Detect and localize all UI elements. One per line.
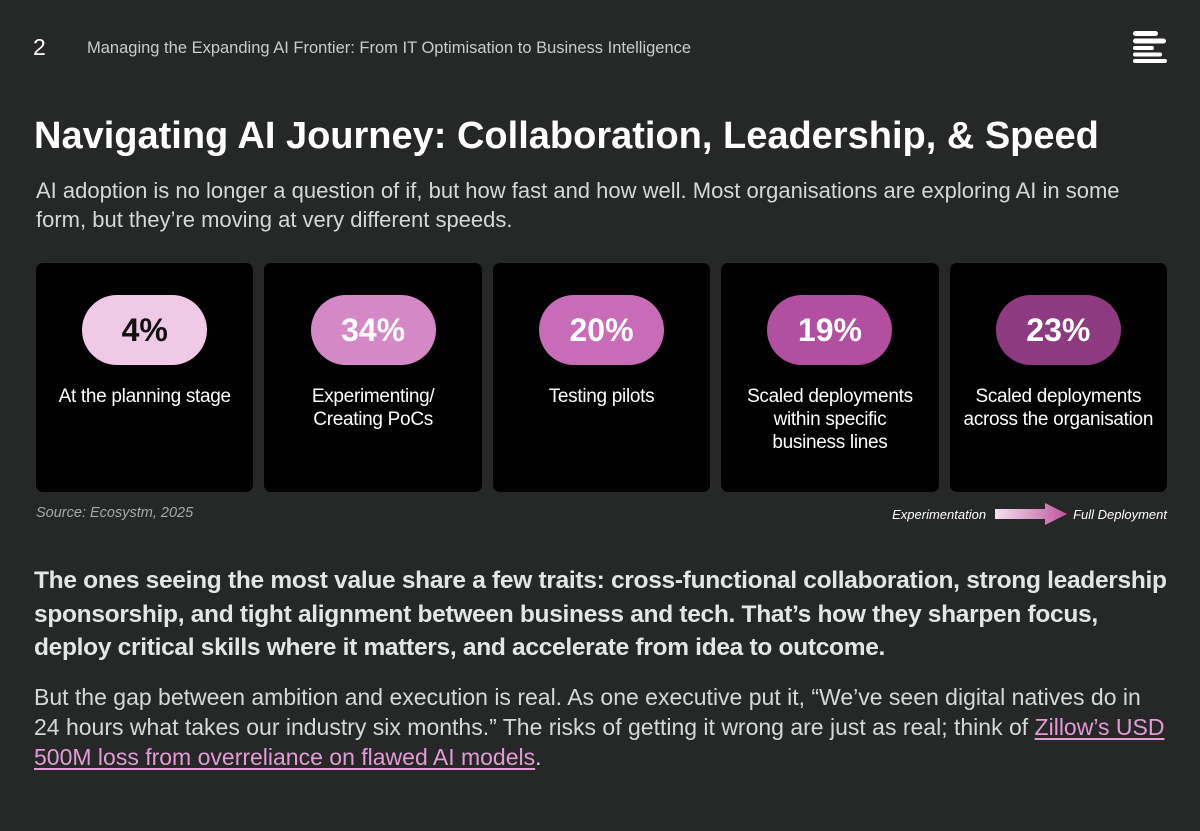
stage-percent-pill: 23% <box>995 295 1121 365</box>
page-number: 2 <box>33 34 46 60</box>
closing-paragraph: But the gap between ambition and executi… <box>34 682 1169 772</box>
key-traits-paragraph: The ones seeing the most value share a f… <box>34 567 1167 661</box>
deployment-scale: Experimentation Full Deployment <box>892 503 1167 525</box>
stage-label: Experimenting/ Creating PoCs <box>311 386 435 430</box>
stage-card-testing: 20% Testing pilots <box>492 263 711 492</box>
stage-percent-pill: 34% <box>310 295 436 365</box>
intro-paragraph: AI adoption is no longer a question of i… <box>36 178 1120 232</box>
page-heading: Navigating AI Journey: Collaboration, Le… <box>34 115 1099 157</box>
stacked-bars-logo-icon <box>1133 31 1167 63</box>
stage-percent-pill: 19% <box>767 295 893 365</box>
scale-end-label: Full Deployment <box>1073 506 1167 522</box>
stage-label: Scaled deployments within specific busin… <box>747 386 913 453</box>
stage-label: Scaled deployments across the organisati… <box>963 386 1154 430</box>
source-note: Source: Ecosystm, 2025 <box>36 505 194 521</box>
stage-card-experimenting: 34% Experimenting/ Creating PoCs <box>264 263 482 492</box>
stage-card-scaled-organisation: 23% Scaled deployments across the organi… <box>949 263 1168 492</box>
stage-percent-pill: 20% <box>539 295 665 365</box>
zillow-loss-link[interactable]: Zillow’s USD 500M loss from overreliance… <box>34 714 1165 770</box>
adoption-stage-cards: 4% At the planning stage 34% Experimenti… <box>36 263 1168 492</box>
stage-percent-pill: 4% <box>82 295 208 365</box>
gradient-arrow-icon <box>995 503 1068 525</box>
stage-card-planning: 4% At the planning stage <box>36 263 254 492</box>
document-title: Managing the Expanding AI Frontier: From… <box>87 39 692 57</box>
scale-start-label: Experimentation <box>892 506 987 522</box>
stage-label: At the planning stage <box>58 386 232 407</box>
closing-period: . <box>535 744 542 770</box>
stage-label: Testing pilots <box>548 386 655 407</box>
stage-card-scaled-lines: 19% Scaled deployments within specific b… <box>721 263 939 492</box>
closing-text: But the gap between ambition and executi… <box>34 684 1141 740</box>
